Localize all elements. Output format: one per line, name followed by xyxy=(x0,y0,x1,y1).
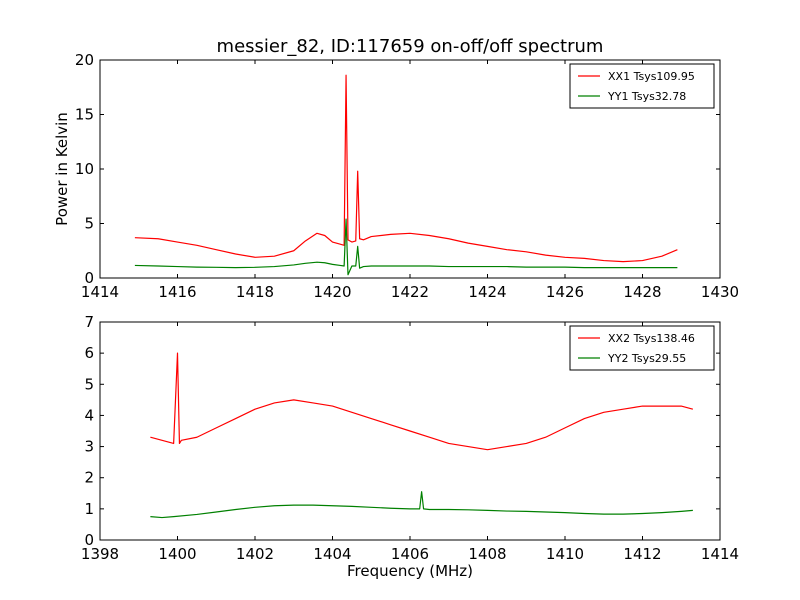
x-tick-label: 1430 xyxy=(701,283,739,301)
x-tick-label: 1418 xyxy=(236,283,274,301)
y-tick-label: 15 xyxy=(75,106,94,124)
series-line-1-1 xyxy=(134,74,678,263)
series-line-2-2 xyxy=(150,491,693,519)
y-tick-label: 0 xyxy=(84,269,94,287)
legend-label: YY1 Tsys32.78 xyxy=(607,90,686,103)
legend: XX1 Tsys109.95 YY1 Tsys32.78 xyxy=(569,63,715,109)
y-tick-label: 3 xyxy=(84,438,94,456)
x-tick-label: 1428 xyxy=(623,283,661,301)
x-tick-label: 1420 xyxy=(313,283,351,301)
x-tick-label: 1402 xyxy=(236,545,274,563)
legend-label: XX2 Tsys138.46 xyxy=(608,332,695,345)
x-tick-label: 1406 xyxy=(391,545,429,563)
chart-panel-2: 1398 1400 1402 1404 1406 1408 1410 1412 1414 0 1 2 3… xyxy=(81,313,739,580)
x-tick-label: 1426 xyxy=(546,283,584,301)
x-tick-label: 1412 xyxy=(623,545,661,563)
y-axis-label: Power in Kelvin xyxy=(53,112,71,226)
x-tick-label: 1400 xyxy=(158,545,196,563)
x-tick-label: 1410 xyxy=(546,545,584,563)
y-tick-label: 4 xyxy=(84,406,94,424)
y-tick-label: 6 xyxy=(84,344,94,362)
legend-box xyxy=(569,325,715,371)
x-tick-label: 1398 xyxy=(81,545,119,563)
plot-area xyxy=(150,352,694,519)
series-line-1-2 xyxy=(134,218,678,276)
legend-box xyxy=(569,63,715,109)
chart-panel-1: 1414 1416 1418 1420 1422 1424 1426 1428 1430 0 5 10… xyxy=(53,36,739,301)
x-tick-label: 1408 xyxy=(468,545,506,563)
y-tick-label: 2 xyxy=(84,469,94,487)
y-tick-label: 10 xyxy=(75,160,94,178)
x-tick-label: 1416 xyxy=(158,283,196,301)
x-tick-label: 1414 xyxy=(81,283,119,301)
y-tick-label: 20 xyxy=(75,51,94,69)
x-axis-label: Frequency (MHz) xyxy=(347,562,473,580)
y-tick-label: 0 xyxy=(84,531,94,549)
chart-title: messier_82, ID:117659 on-off/off spectru… xyxy=(217,36,604,57)
legend-label: YY2 Tsys29.55 xyxy=(607,352,686,365)
legend-label: XX1 Tsys109.95 xyxy=(608,70,695,83)
legend: XX2 Tsys138.46 YY2 Tsys29.55 xyxy=(569,325,715,371)
y-tick-label: 7 xyxy=(84,313,94,331)
y-tick-label: 5 xyxy=(84,375,94,393)
y-tick-label: 5 xyxy=(84,215,94,233)
x-tick-label: 1424 xyxy=(468,283,506,301)
x-tick-label: 1414 xyxy=(701,545,739,563)
y-tick-label: 1 xyxy=(84,500,94,518)
series-line-2-1 xyxy=(150,352,694,451)
x-tick-label: 1422 xyxy=(391,283,429,301)
x-tick-label: 1404 xyxy=(313,545,351,563)
plot-area xyxy=(134,74,678,276)
